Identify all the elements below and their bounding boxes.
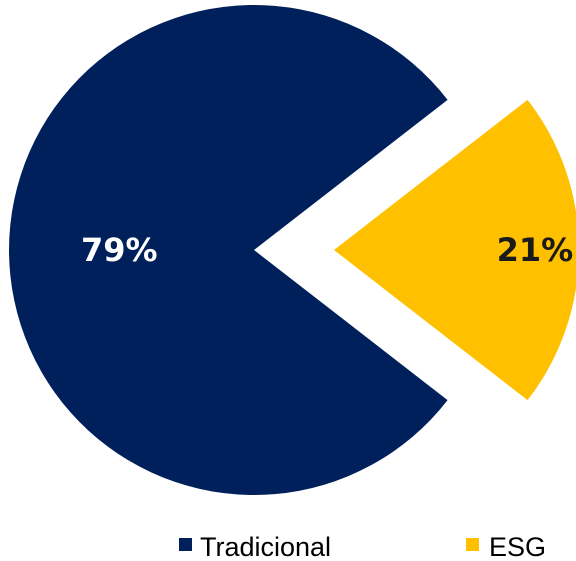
legend-item-esg: ESG [466,532,546,561]
legend-swatch-esg [466,538,479,551]
legend-swatch-tradicional [179,538,192,551]
slice-esg [334,99,576,401]
data-label-esg: 21% [497,231,574,269]
slice-tradicional [8,5,448,495]
legend-item-tradicional: Tradicional [179,532,331,561]
data-label-tradicional: 79% [81,231,158,269]
legend: Tradicional ESG [179,532,546,561]
slice-labels: 79% 21% [81,231,573,269]
legend-label-esg: ESG [489,532,546,561]
legend-label-tradicional: Tradicional [200,532,331,561]
pie-slices [8,5,576,495]
